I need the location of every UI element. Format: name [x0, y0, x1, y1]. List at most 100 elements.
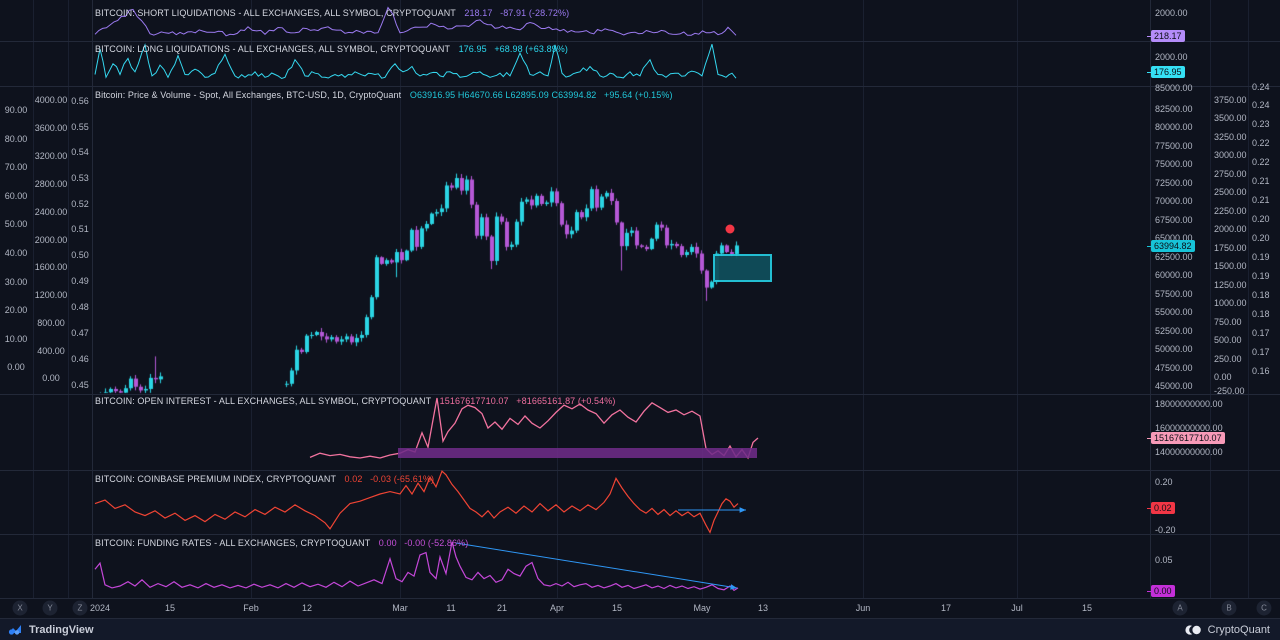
- left-axis-tick[interactable]: 0.45: [71, 380, 89, 390]
- left-axis-tick[interactable]: 400.00: [37, 346, 65, 356]
- right-axis-tick[interactable]: 67500.00: [1155, 215, 1193, 225]
- left-axis-tick[interactable]: 0.47: [71, 328, 89, 338]
- right-axis-tick[interactable]: 14000000000.00: [1155, 447, 1223, 457]
- right-axis-tick[interactable]: 0.21: [1252, 176, 1270, 186]
- left-axis-tick[interactable]: 2000.00: [34, 235, 68, 245]
- left-axis-tick[interactable]: 70.00: [4, 162, 28, 172]
- right-axis-tick[interactable]: 0.00: [1214, 372, 1232, 382]
- time-axis-label[interactable]: Jul: [1011, 603, 1023, 613]
- right-axis-tick[interactable]: 3500.00: [1214, 113, 1247, 123]
- left-axis-tick[interactable]: 3600.00: [34, 123, 68, 133]
- tradingview-logo[interactable]: TradingView: [8, 624, 94, 636]
- time-axis-label[interactable]: 21: [496, 603, 508, 613]
- right-axis-tick[interactable]: 85000.00: [1155, 83, 1193, 93]
- right-axis-tick[interactable]: 2500.00: [1214, 187, 1247, 197]
- right-axis-tick[interactable]: 0.19: [1252, 271, 1270, 281]
- right-axis-tick[interactable]: 1000.00: [1214, 298, 1247, 308]
- left-axis-tick[interactable]: 0.46: [71, 354, 89, 364]
- left-axis-tick[interactable]: 80.00: [4, 134, 28, 144]
- right-axis-tick[interactable]: 62500.00: [1155, 252, 1193, 262]
- right-axis-tick[interactable]: 57500.00: [1155, 289, 1193, 299]
- right-axis-tick[interactable]: 2750.00: [1214, 169, 1247, 179]
- right-axis-tick[interactable]: 0.20: [1155, 477, 1173, 487]
- right-axis-tick[interactable]: 1750.00: [1214, 243, 1247, 253]
- right-axis-tick[interactable]: 2000.00: [1214, 224, 1247, 234]
- right-axis-tick[interactable]: 52500.00: [1155, 326, 1193, 336]
- time-axis-label[interactable]: 15: [164, 603, 176, 613]
- right-axis-tick[interactable]: 750.00: [1214, 317, 1242, 327]
- right-axis-tick[interactable]: 0.24: [1252, 82, 1270, 92]
- right-axis-tick[interactable]: 250.00: [1214, 354, 1242, 364]
- left-axis-tick[interactable]: 1200.00: [34, 290, 68, 300]
- right-axis-tick[interactable]: 65000.00: [1155, 233, 1193, 243]
- right-axis-tick[interactable]: 77500.00: [1155, 141, 1193, 151]
- right-axis-tick[interactable]: 0.22: [1252, 138, 1270, 148]
- right-axis-tick[interactable]: 500.00: [1214, 335, 1242, 345]
- cryptoquant-logo[interactable]: CryptoQuant: [1185, 624, 1270, 636]
- right-axis-tick[interactable]: -250.00: [1214, 386, 1245, 396]
- right-axis-tick[interactable]: 3000.00: [1214, 150, 1247, 160]
- right-axis-tick[interactable]: 0.16: [1252, 366, 1270, 376]
- left-axis-tick[interactable]: 60.00: [4, 191, 28, 201]
- right-axis-tick[interactable]: 0.18: [1252, 290, 1270, 300]
- right-axis-tick[interactable]: -0.20: [1155, 525, 1176, 535]
- right-axis-tick[interactable]: 2000.00: [1155, 8, 1188, 18]
- left-axis-tick[interactable]: 0.00: [7, 362, 25, 372]
- left-axis-tick[interactable]: 800.00: [37, 318, 65, 328]
- left-axis-tick[interactable]: 50.00: [4, 219, 28, 229]
- left-axis-tick[interactable]: 90.00: [4, 105, 28, 115]
- time-axis-label[interactable]: Jun: [855, 603, 871, 613]
- left-axis-tick[interactable]: 0.51: [71, 224, 89, 234]
- right-axis-tick[interactable]: 0.24: [1252, 100, 1270, 110]
- time-axis-label[interactable]: Feb: [243, 603, 259, 613]
- right-axis-tick[interactable]: 0.17: [1252, 347, 1270, 357]
- right-axis-tick[interactable]: 18000000000.00: [1155, 399, 1223, 409]
- right-axis-tick[interactable]: 0.18: [1252, 309, 1270, 319]
- right-axis-tick[interactable]: 1250.00: [1214, 280, 1247, 290]
- scale-toggle-button-a[interactable]: A: [1172, 600, 1188, 616]
- time-axis-label[interactable]: 15: [1081, 603, 1093, 613]
- right-axis-tick[interactable]: 72500.00: [1155, 178, 1193, 188]
- right-axis-tick[interactable]: 0.20: [1252, 214, 1270, 224]
- right-axis-tick[interactable]: 47500.00: [1155, 363, 1193, 373]
- scale-toggle-button-y[interactable]: Y: [42, 600, 58, 616]
- left-axis-tick[interactable]: 0.00: [42, 373, 60, 383]
- right-axis-tick[interactable]: 0.21: [1252, 195, 1270, 205]
- right-axis-tick[interactable]: 75000.00: [1155, 159, 1193, 169]
- scale-toggle-button-c[interactable]: C: [1256, 600, 1272, 616]
- right-axis-tick[interactable]: 0.23: [1252, 119, 1270, 129]
- time-axis-label[interactable]: 17: [940, 603, 952, 613]
- time-axis-label[interactable]: 11: [446, 603, 456, 613]
- time-axis-label[interactable]: 2024: [89, 603, 111, 613]
- right-axis-tick[interactable]: 0.20: [1252, 233, 1270, 243]
- left-axis-tick[interactable]: 0.56: [71, 96, 89, 106]
- time-axis-label[interactable]: Apr: [549, 603, 565, 613]
- scale-toggle-button-z[interactable]: Z: [72, 600, 88, 616]
- time-axis-label[interactable]: May: [693, 603, 711, 613]
- time-axis-label[interactable]: Mar: [392, 603, 408, 613]
- right-axis-tick[interactable]: 0.19: [1252, 252, 1270, 262]
- right-axis-tick[interactable]: 50000.00: [1155, 344, 1193, 354]
- right-axis-tick[interactable]: 55000.00: [1155, 307, 1193, 317]
- right-axis-tick[interactable]: 70000.00: [1155, 196, 1193, 206]
- right-axis-tick[interactable]: 2250.00: [1214, 206, 1247, 216]
- left-axis-tick[interactable]: 10.00: [4, 334, 28, 344]
- left-axis-tick[interactable]: 3200.00: [34, 151, 68, 161]
- left-axis-tick[interactable]: 2400.00: [34, 207, 68, 217]
- right-axis-tick[interactable]: 2000.00: [1155, 52, 1188, 62]
- right-axis-tick[interactable]: 60000.00: [1155, 270, 1193, 280]
- right-axis-tick[interactable]: 16000000000.00: [1155, 423, 1223, 433]
- left-axis-tick[interactable]: 2800.00: [34, 179, 68, 189]
- time-axis-label[interactable]: 12: [301, 603, 313, 613]
- time-axis-label[interactable]: 13: [757, 603, 769, 613]
- left-axis-tick[interactable]: 0.52: [71, 199, 89, 209]
- time-axis-label[interactable]: 15: [611, 603, 623, 613]
- right-axis-tick[interactable]: 0.22: [1252, 157, 1270, 167]
- left-axis-tick[interactable]: 0.48: [71, 302, 89, 312]
- right-axis-tick[interactable]: 80000.00: [1155, 122, 1193, 132]
- right-axis-tick[interactable]: 3250.00: [1214, 132, 1247, 142]
- left-axis-tick[interactable]: 0.49: [71, 276, 89, 286]
- right-axis-tick[interactable]: 0.17: [1252, 328, 1270, 338]
- right-axis-tick[interactable]: 1500.00: [1214, 261, 1247, 271]
- left-axis-tick[interactable]: 30.00: [4, 277, 28, 287]
